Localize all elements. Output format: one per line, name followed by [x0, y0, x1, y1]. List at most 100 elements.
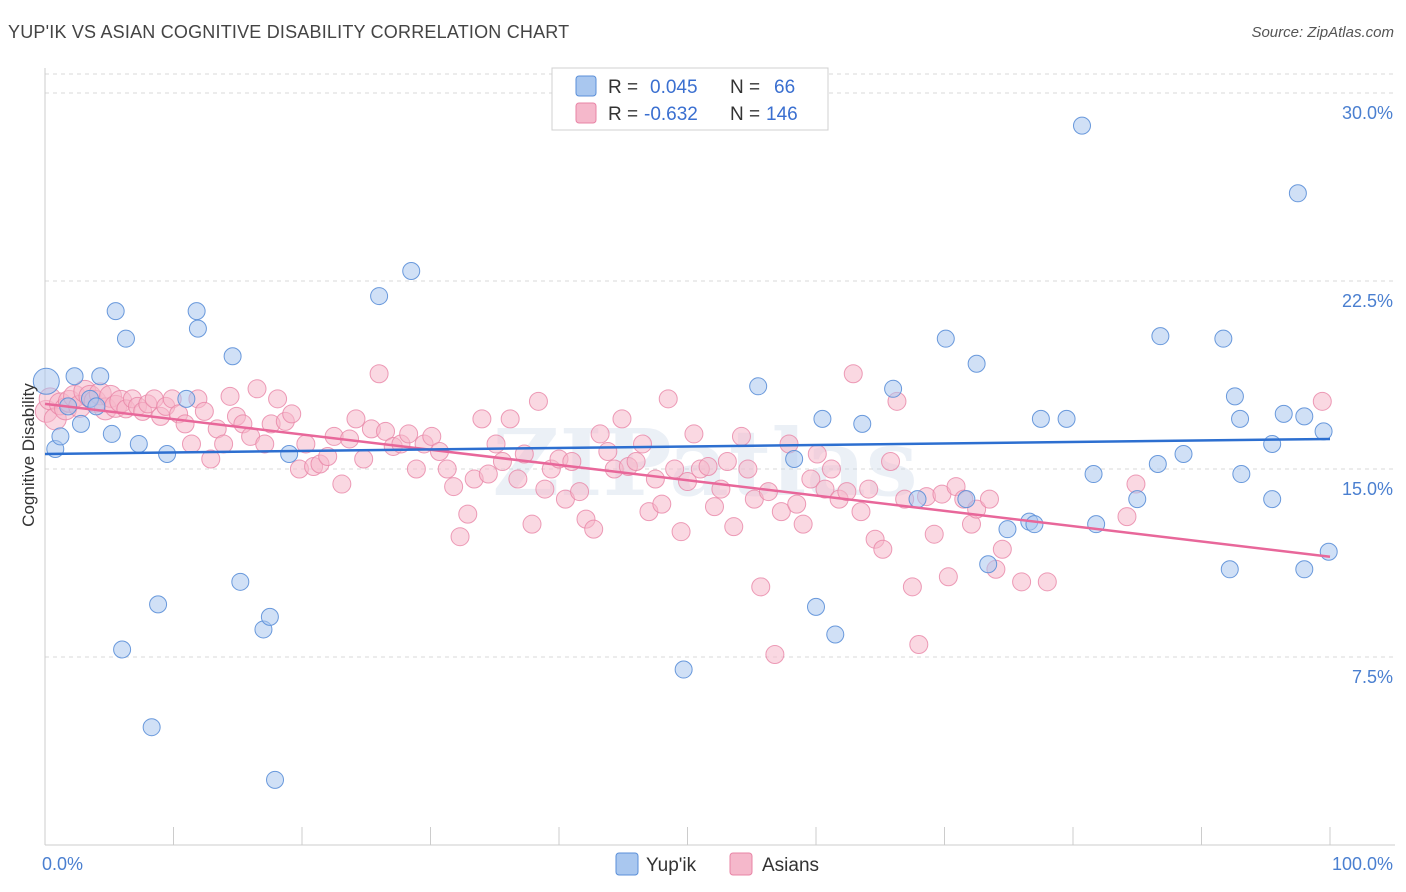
asians-point — [821, 459, 841, 479]
tick-labels: 7.5% 15.0% 22.5% 30.0% 0.0% 100.0% — [42, 103, 1393, 874]
asians-point — [902, 577, 922, 597]
asians-point — [201, 449, 221, 469]
asians-point — [658, 389, 678, 409]
asians-point — [255, 434, 275, 454]
asians-point — [458, 504, 478, 524]
yupik-point — [884, 379, 903, 398]
asians-point — [570, 482, 590, 502]
yupik-point — [967, 354, 986, 373]
y-tick-label: 15.0% — [1342, 479, 1393, 499]
asians-point — [859, 479, 879, 499]
yupik-point — [402, 262, 421, 281]
yupik-point — [908, 490, 927, 509]
yupik-point — [149, 595, 168, 614]
asians-point — [214, 434, 234, 454]
yupik-point — [1148, 455, 1167, 474]
yupik-point — [91, 367, 110, 386]
source-label: Source: ZipAtlas.com — [1251, 24, 1394, 41]
asians-point — [332, 474, 352, 494]
asians-point — [992, 539, 1012, 559]
asians-point — [422, 426, 442, 446]
yupik-point — [188, 319, 207, 338]
yupik-point — [1274, 404, 1293, 423]
asians-point — [924, 524, 944, 544]
yupik-point — [102, 424, 121, 443]
asians-point — [909, 634, 929, 654]
x-tick-label-max: 100.0% — [1332, 854, 1393, 874]
yupik-point — [266, 770, 285, 789]
y-tick-label: 30.0% — [1342, 103, 1393, 123]
asians-point — [1312, 391, 1332, 411]
yupik-point — [280, 444, 299, 463]
asians-point — [979, 489, 999, 509]
legend-swatch-yupik — [575, 75, 597, 97]
asians-point — [851, 502, 871, 522]
chart-title: YUP'IK VS ASIAN COGNITIVE DISABILITY COR… — [8, 22, 570, 42]
asians-point — [598, 441, 618, 461]
yupik-points — [32, 109, 1338, 789]
yupik-point — [370, 287, 389, 306]
y-axis-label: Cognitive Disability — [19, 383, 38, 527]
legend-n-label-1: N = — [730, 77, 760, 98]
asians-point — [738, 459, 758, 479]
yupik-point — [231, 572, 250, 591]
legend-n-value-1: 66 — [774, 77, 795, 98]
yupik-point — [957, 490, 976, 509]
yupik-point — [1128, 490, 1147, 509]
asians-point — [528, 391, 548, 411]
asians-point — [268, 389, 288, 409]
asians-point — [873, 539, 893, 559]
asians-point — [612, 409, 632, 429]
asians-point — [652, 494, 672, 514]
legend-r-value-1: 0.045 — [650, 77, 698, 98]
asians-point — [815, 479, 835, 499]
yupik-point — [65, 367, 84, 386]
asians-point — [771, 502, 791, 522]
asians-point — [704, 497, 724, 517]
yupik-point — [1295, 407, 1314, 426]
asians-point — [472, 409, 492, 429]
yupik-point — [1231, 409, 1250, 428]
asians-point — [1117, 507, 1137, 527]
trend-lines — [44, 402, 1331, 558]
asians-point — [645, 469, 665, 489]
yupik-point — [1031, 409, 1050, 428]
bottom-legend: Yup'ik Asians — [615, 852, 819, 876]
legend-r-label-2: R = — [608, 104, 638, 125]
asians-point — [247, 379, 267, 399]
asians-point — [584, 519, 604, 539]
asians-point — [1037, 572, 1057, 592]
asians-point — [175, 414, 195, 434]
y-tick-label: 7.5% — [1352, 667, 1393, 687]
yupik-point — [1084, 465, 1103, 484]
asians-point — [406, 459, 426, 479]
yupik-point — [158, 444, 177, 463]
yupik-point — [1072, 116, 1091, 135]
asians-point — [938, 567, 958, 587]
yupik-point — [1263, 490, 1282, 509]
asians-point — [181, 434, 201, 454]
asians-point — [369, 364, 389, 384]
asians-point — [500, 409, 520, 429]
axes — [44, 68, 1395, 846]
asians-point — [450, 527, 470, 547]
asians-point — [354, 449, 374, 469]
yupik-point — [1214, 329, 1233, 348]
yupik-point — [936, 329, 955, 348]
legend-box — [551, 67, 829, 131]
yupik-point — [129, 434, 148, 453]
legend-r-label-1: R = — [608, 77, 638, 98]
bottom-legend-label-asians: Asians — [762, 855, 819, 876]
asians-point — [843, 364, 863, 384]
yupik-point — [1025, 515, 1044, 534]
asians-point — [787, 494, 807, 514]
bottom-legend-swatch-asians — [729, 852, 753, 876]
yupik-point — [1174, 444, 1193, 463]
legend-r-value-2: -0.632 — [644, 104, 698, 125]
yupik-point — [116, 329, 135, 348]
asians-point — [731, 426, 751, 446]
yupik-point — [749, 377, 768, 396]
legend-n-value-2: 146 — [766, 104, 798, 125]
asians-point — [590, 424, 610, 444]
